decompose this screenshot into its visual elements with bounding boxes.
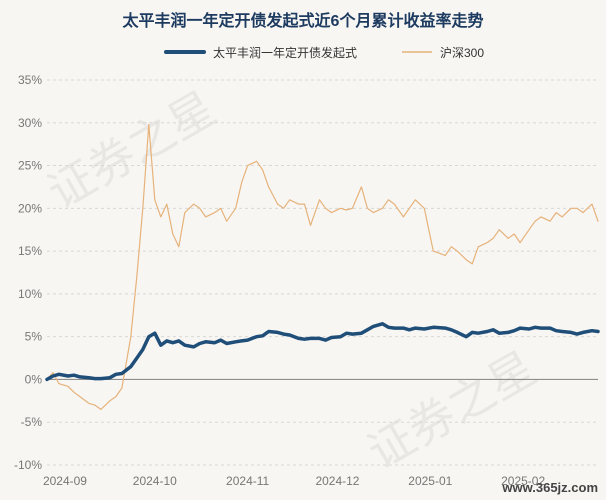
y-tick-label: 20% [18,201,42,215]
y-axis-ticks: 35% 30% 25% 20% 15% 10% 5% 0% -5% -10% [14,73,42,472]
watermark-left: 证券之星 [39,82,224,219]
y-tick-label: -10% [14,458,42,472]
x-tick-label: 2024-09 [43,474,87,488]
x-tick-label: 2025-02 [501,474,545,488]
legend-label-hs300: 沪深300 [440,46,484,60]
y-tick-label: -5% [21,415,43,429]
y-tick-label: 35% [18,73,42,87]
x-tick-label: 2025-01 [408,474,452,488]
legend-label-fund: 太平丰润一年定开债发起式 [213,45,357,60]
legend: 太平丰润一年定开债发起式 沪深300 [164,45,484,60]
y-tick-label: 30% [18,116,42,130]
x-tick-label: 2024-12 [315,474,359,488]
x-tick-label: 2024-11 [226,474,269,488]
y-tick-label: 0% [25,372,43,386]
x-tick-label: 2024-10 [133,474,177,488]
series-layer [45,123,600,410]
chart-title: 太平丰润一年定开债发起式近6个月累计收益率走势 [122,11,484,30]
y-tick-label: 15% [18,244,42,258]
y-tick-label: 5% [25,330,43,344]
watermark-right: 证券之星 [359,342,544,479]
x-axis-ticks: 2024-09 2024-10 2024-11 2024-12 2025-01 2025-… [43,474,546,488]
site-badge: www.365jz.com [501,480,598,495]
series-line-fund [45,322,600,382]
grid-layer [47,79,598,466]
y-tick-label: 10% [18,287,42,301]
series-line-hs300 [46,123,599,410]
y-tick-label: 25% [18,159,42,173]
